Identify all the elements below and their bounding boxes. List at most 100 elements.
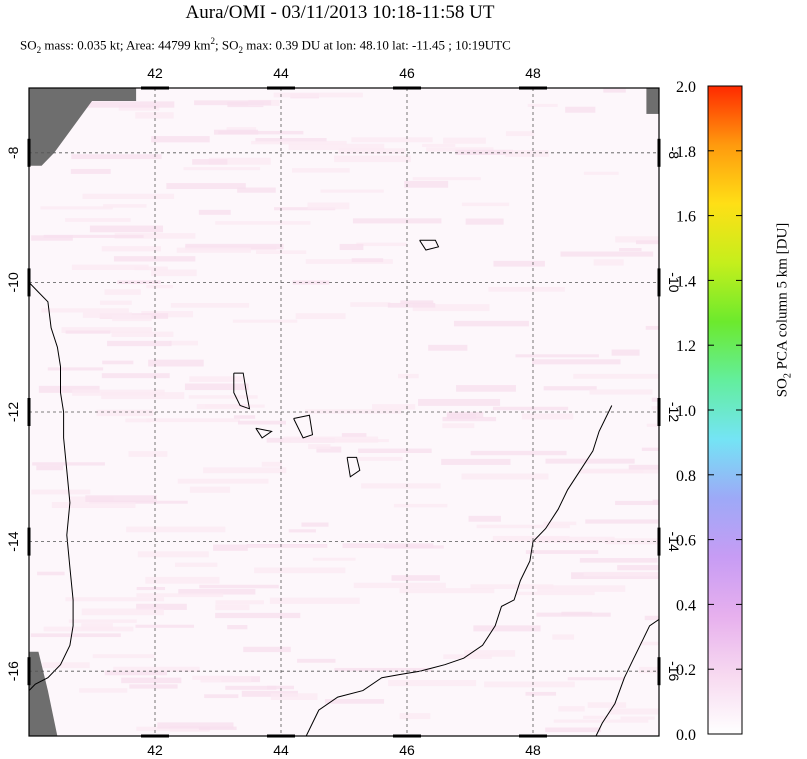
field-streak	[312, 557, 356, 561]
y-tick-label-right: -14	[666, 531, 682, 551]
field-streak	[350, 302, 391, 307]
field-streak	[146, 418, 240, 423]
field-streak	[384, 545, 444, 549]
field-streak	[412, 177, 481, 181]
field-streak	[176, 247, 251, 253]
field-streak	[470, 450, 567, 456]
field-streak	[254, 567, 346, 574]
field-streak	[134, 266, 168, 271]
field-streak	[488, 286, 565, 292]
field-streak	[274, 207, 336, 211]
field-streak	[635, 240, 659, 245]
field-streak	[320, 189, 384, 193]
field-streak	[208, 157, 271, 165]
field-streak	[146, 285, 174, 289]
so2-max-text: max: 0.39 DU at lon: 48.10 lat: -11.45 ;…	[242, 37, 511, 53]
field-streak	[552, 634, 575, 640]
field-streak	[215, 221, 311, 225]
field-streak	[399, 588, 495, 594]
so2-max-subscript: 2	[238, 44, 243, 55]
page-title: Aura/OMI - 03/11/2013 10:18-11:58 UT	[185, 2, 495, 23]
field-streak	[288, 529, 316, 533]
field-streak	[169, 726, 210, 732]
field-streak	[129, 684, 178, 689]
field-streak	[101, 373, 170, 379]
coastline-anjouan	[293, 414, 314, 439]
y-tick-label-left: -12	[5, 402, 21, 422]
field-streak	[341, 433, 367, 438]
field-streak	[170, 303, 250, 308]
field-streak	[639, 641, 659, 646]
field-streak	[339, 243, 364, 251]
field-streak	[473, 625, 541, 632]
field-streak	[442, 423, 475, 429]
field-streak	[611, 349, 640, 356]
field-streak	[135, 112, 174, 119]
field-streak	[71, 264, 149, 270]
y-axis-ticks: -8 -8 -10 -10 -12 -12 -14 -14 -16 -16	[5, 138, 682, 686]
field-streak	[461, 473, 549, 480]
field-streak	[461, 202, 510, 207]
field-streak	[233, 415, 256, 419]
field-streak	[465, 218, 504, 225]
field-streak	[261, 461, 282, 467]
x-tick-label-top: 42	[147, 65, 163, 81]
field-streak	[71, 154, 162, 160]
field-streak	[388, 680, 477, 687]
field-streak	[645, 325, 659, 330]
field-streak	[442, 416, 497, 422]
field-streak	[603, 88, 626, 93]
coastline-aldabra	[419, 239, 440, 251]
field-streak	[628, 464, 659, 470]
field-streak	[70, 168, 111, 174]
field-streak	[177, 478, 269, 484]
field-streak	[107, 340, 172, 347]
field-streak	[113, 666, 200, 672]
field-streak	[237, 420, 286, 425]
field-streak	[441, 458, 511, 465]
field-streak	[213, 544, 248, 551]
field-streak	[42, 662, 90, 669]
field-streak	[65, 330, 111, 334]
field-streak	[515, 354, 599, 358]
field-streak	[492, 406, 569, 411]
so2-field	[29, 88, 659, 736]
field-streak	[96, 409, 154, 417]
field-streak	[527, 103, 558, 107]
colorbar-tick-label: 1.8	[676, 144, 696, 161]
field-streak	[31, 489, 91, 495]
x-tick-label-bottom: 48	[525, 742, 541, 758]
field-streak	[178, 589, 256, 595]
field-streak	[525, 691, 557, 696]
field-streak	[605, 538, 659, 545]
colorbar-label: SO2 PCA column 5 km [DU]	[775, 223, 794, 398]
field-streak	[189, 486, 231, 493]
field-streak	[151, 269, 197, 277]
field-streak	[387, 302, 436, 308]
field-streak	[543, 386, 597, 391]
field-streak	[270, 693, 318, 700]
field-streak	[545, 727, 602, 733]
field-streak	[225, 685, 277, 690]
field-streak	[589, 389, 653, 395]
field-streak	[102, 360, 134, 365]
field-streak	[41, 308, 129, 313]
field-streak	[192, 159, 228, 165]
x-tick-label-bottom: 42	[147, 742, 163, 758]
field-streak	[516, 591, 595, 596]
field-streak	[352, 218, 442, 224]
field-streak	[226, 127, 257, 131]
field-streak	[237, 187, 276, 193]
field-streak	[292, 280, 330, 285]
field-streak	[578, 468, 659, 474]
field-streak	[38, 385, 100, 393]
grid-lines	[29, 88, 659, 736]
field-streak	[351, 137, 433, 143]
field-streak	[283, 436, 379, 443]
field-streak	[183, 167, 261, 171]
field-streak	[68, 619, 137, 623]
field-streak	[608, 708, 659, 715]
field-streak	[72, 389, 165, 396]
field-streak	[104, 670, 168, 676]
field-streak	[428, 344, 468, 351]
